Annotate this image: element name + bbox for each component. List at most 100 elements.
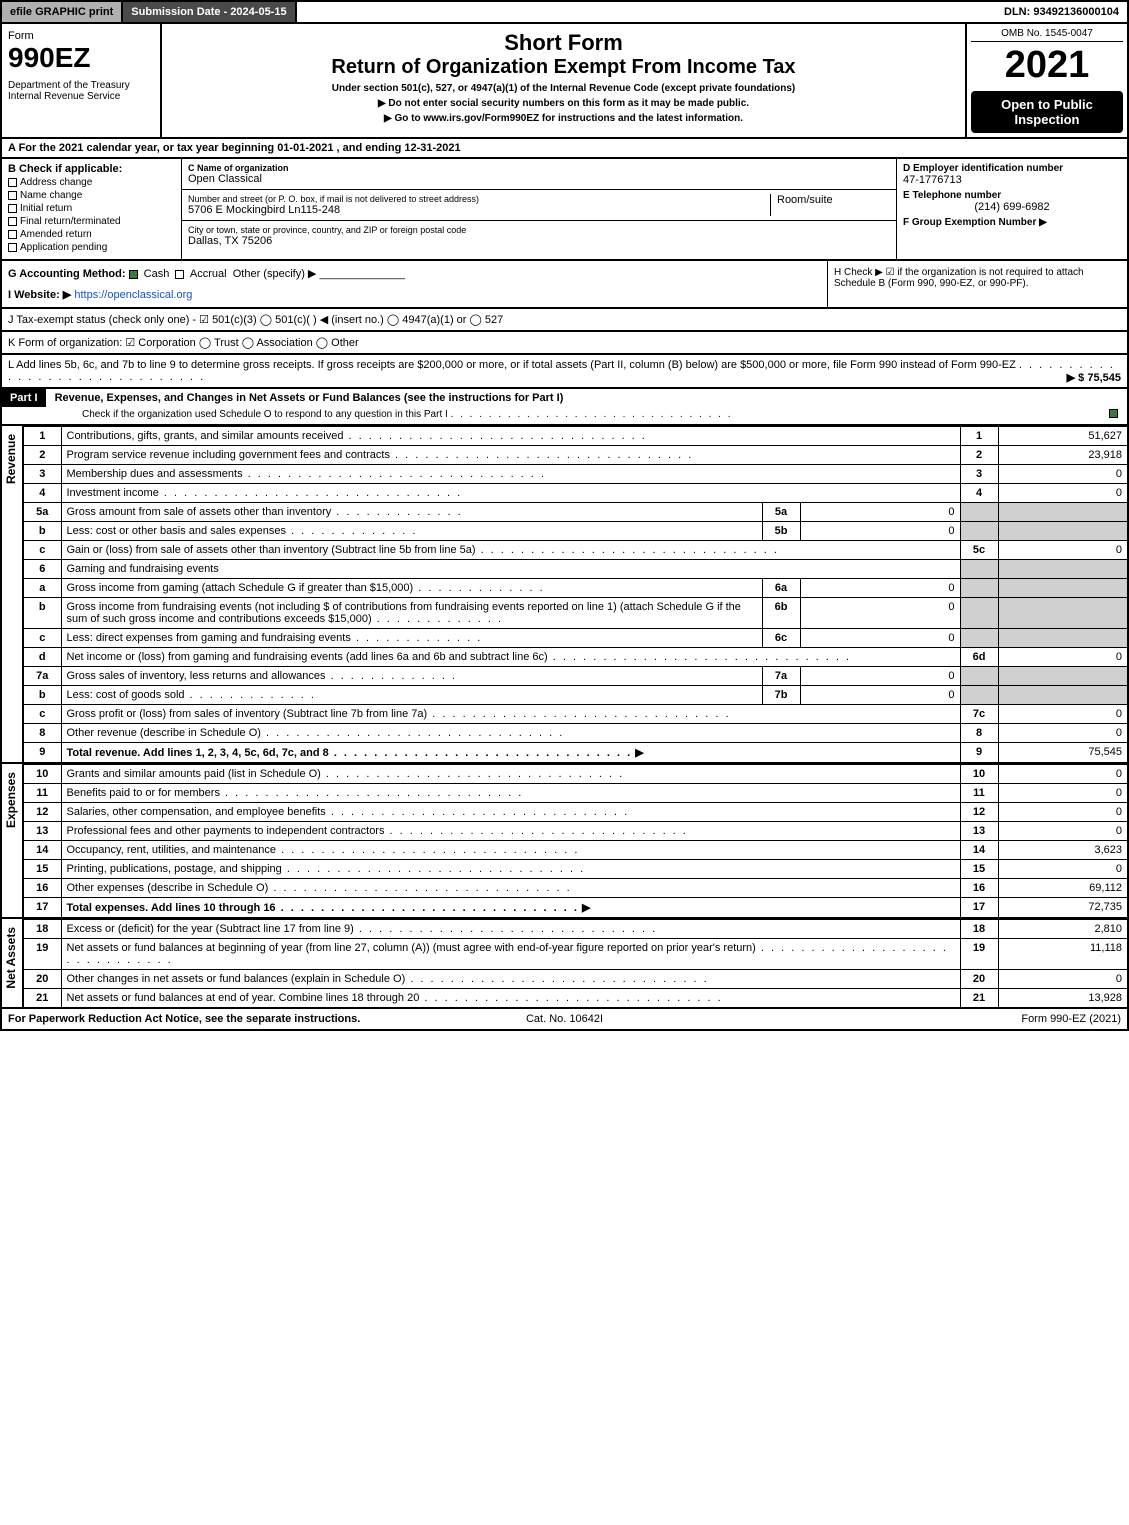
line-row: 9Total revenue. Add lines 1, 2, 3, 4, 5c…: [23, 743, 1128, 764]
omb-number: OMB No. 1545-0047: [971, 28, 1123, 42]
inner-col: 6a: [762, 579, 800, 598]
val-shade: [998, 560, 1128, 579]
line-num: b: [23, 522, 61, 541]
line-num: 1: [23, 427, 61, 446]
line-row: bGross income from fundraising events (n…: [23, 598, 1128, 629]
line-row: 13Professional fees and other payments t…: [23, 822, 1128, 841]
line-val: 0: [998, 970, 1128, 989]
efile-print-button[interactable]: efile GRAPHIC print: [2, 2, 123, 22]
inner-val: 0: [800, 667, 960, 686]
line-col: 3: [960, 465, 998, 484]
inner-val: 0: [800, 522, 960, 541]
line-num: 16: [23, 879, 61, 898]
line-desc: Occupancy, rent, utilities, and maintena…: [61, 841, 960, 860]
line-row: 8Other revenue (describe in Schedule O)8…: [23, 724, 1128, 743]
line-val: 72,735: [998, 898, 1128, 919]
line-col: 10: [960, 765, 998, 784]
line-col: 19: [960, 939, 998, 970]
line-num: c: [23, 541, 61, 560]
chk-cash[interactable]: [129, 270, 138, 279]
chk-final-return[interactable]: Final return/terminated: [8, 216, 175, 227]
dept-label: Department of the Treasury Internal Reve…: [8, 80, 154, 102]
chk-amended-return[interactable]: Amended return: [8, 229, 175, 240]
revenue-table: 1Contributions, gifts, grants, and simil…: [22, 426, 1129, 764]
form-label: Form: [8, 30, 154, 42]
org-city: Dallas, TX 75206: [188, 235, 890, 247]
line-num: 3: [23, 465, 61, 484]
col-shade: [960, 560, 998, 579]
line-col: 15: [960, 860, 998, 879]
d-ein-label: D Employer identification number: [903, 163, 1121, 174]
inner-val: 0: [800, 503, 960, 522]
org-address: 5706 E Mockingbird Ln115-248: [188, 204, 770, 216]
row-k: K Form of organization: ☑ Corporation ◯ …: [0, 332, 1129, 355]
line-desc: Gaming and fundraising events: [61, 560, 960, 579]
f-group-label: F Group Exemption Number ▶: [903, 217, 1121, 228]
line-row: bLess: cost of goods sold7b0: [23, 686, 1128, 705]
part1-title: Revenue, Expenses, and Changes in Net As…: [49, 388, 570, 408]
chk-initial-return[interactable]: Initial return: [8, 203, 175, 214]
line-num: 13: [23, 822, 61, 841]
inner-col: 5b: [762, 522, 800, 541]
line-col: 18: [960, 920, 998, 939]
line-row: 15Printing, publications, postage, and s…: [23, 860, 1128, 879]
chk-address-change[interactable]: Address change: [8, 177, 175, 188]
bullet-ssn: Do not enter social security numbers on …: [172, 98, 955, 109]
form-header: Form 990EZ Department of the Treasury In…: [0, 24, 1129, 139]
tax-year: 2021: [971, 44, 1123, 87]
line-row: 12Salaries, other compensation, and empl…: [23, 803, 1128, 822]
line-row: aGross income from gaming (attach Schedu…: [23, 579, 1128, 598]
line-row: 5aGross amount from sale of assets other…: [23, 503, 1128, 522]
line-desc: Net assets or fund balances at beginning…: [61, 939, 960, 970]
line-num: a: [23, 579, 61, 598]
l-text: L Add lines 5b, 6c, and 7b to line 9 to …: [8, 359, 1016, 371]
line-row: 3Membership dues and assessments30: [23, 465, 1128, 484]
b-label: B Check if applicable:: [8, 163, 175, 175]
submission-date: Submission Date - 2024-05-15: [123, 2, 296, 22]
line-row: 16Other expenses (describe in Schedule O…: [23, 879, 1128, 898]
col-b: B Check if applicable: Address change Na…: [2, 159, 182, 259]
website-link[interactable]: https://openclassical.org: [74, 289, 192, 301]
line-num: b: [23, 686, 61, 705]
open-public: Open to Public Inspection: [971, 91, 1123, 133]
val-shade: [998, 598, 1128, 629]
inner-col: 7b: [762, 686, 800, 705]
line-row: 1Contributions, gifts, grants, and simil…: [23, 427, 1128, 446]
line-desc: Total revenue. Add lines 1, 2, 3, 4, 5c,…: [61, 743, 960, 764]
line-col: 14: [960, 841, 998, 860]
col-d: D Employer identification number 47-1776…: [897, 159, 1127, 259]
line-desc: Net assets or fund balances at end of ye…: [61, 989, 960, 1009]
cash-label: Cash: [144, 268, 170, 280]
line-row: 11Benefits paid to or for members110: [23, 784, 1128, 803]
return-title: Return of Organization Exempt From Incom…: [172, 56, 955, 79]
chk-name-change[interactable]: Name change: [8, 190, 175, 201]
line-desc: Benefits paid to or for members: [61, 784, 960, 803]
line-num: 18: [23, 920, 61, 939]
c-city-label: City or town, state or province, country…: [188, 225, 890, 235]
chk-app-pending[interactable]: Application pending: [8, 242, 175, 253]
line-desc: Investment income: [61, 484, 960, 503]
row-l: L Add lines 5b, 6c, and 7b to line 9 to …: [0, 355, 1129, 389]
line-val: 0: [998, 784, 1128, 803]
col-shade: [960, 629, 998, 648]
col-shade: [960, 686, 998, 705]
other-label: Other (specify) ▶: [233, 268, 317, 280]
line-desc: Professional fees and other payments to …: [61, 822, 960, 841]
line-val: 51,627: [998, 427, 1128, 446]
val-shade: [998, 503, 1128, 522]
h-text: H Check ▶ ☑ if the organization is not r…: [827, 261, 1127, 307]
line-col: 7c: [960, 705, 998, 724]
org-name: Open Classical: [188, 173, 890, 185]
chk-schedule-o[interactable]: [1109, 409, 1118, 418]
part1-sub: Check if the organization used Schedule …: [82, 409, 448, 420]
line-val: 23,918: [998, 446, 1128, 465]
line-row: bLess: cost or other basis and sales exp…: [23, 522, 1128, 541]
line-desc: Contributions, gifts, grants, and simila…: [61, 427, 960, 446]
line-num: 19: [23, 939, 61, 970]
line-num: 21: [23, 989, 61, 1009]
dln: DLN: 93492136000104: [996, 2, 1127, 22]
chk-accrual[interactable]: [175, 270, 184, 279]
line-col: 9: [960, 743, 998, 764]
line-row: 10Grants and similar amounts paid (list …: [23, 765, 1128, 784]
line-val: 0: [998, 705, 1128, 724]
